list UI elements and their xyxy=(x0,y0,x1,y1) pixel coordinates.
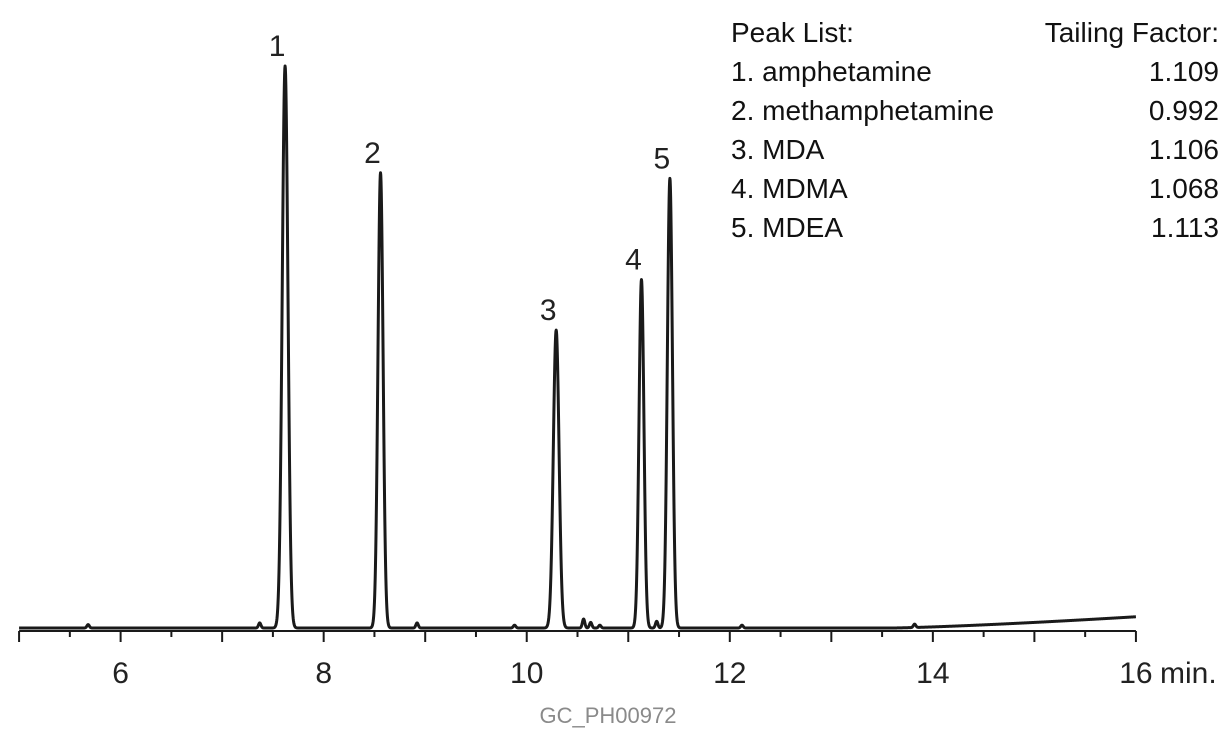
peak-label-5: 5 xyxy=(654,142,671,175)
legend-row-3-value: 1.106 xyxy=(1149,134,1219,165)
legend-row-4-value: 1.068 xyxy=(1149,173,1219,204)
legend-row-5-value: 1.113 xyxy=(1151,212,1219,243)
legend-row-1-name: 1. amphetamine xyxy=(731,56,932,87)
chromatogram-trace-layer xyxy=(17,64,1138,630)
x-axis: 6 8 10 12 14 16 min. xyxy=(18,630,1217,690)
legend-header-peak-list: Peak List: xyxy=(731,17,854,48)
x-tick-label: 6 xyxy=(112,657,129,690)
x-tick-label: 16 xyxy=(1119,657,1152,690)
peak-legend: Peak List: Tailing Factor: 1. amphetamin… xyxy=(731,17,1219,243)
legend-header-tailing-factor: Tailing Factor: xyxy=(1045,17,1219,48)
peak-label-4: 4 xyxy=(625,244,642,277)
legend-row-2-value: 0.992 xyxy=(1149,95,1219,126)
x-tick-label: 14 xyxy=(916,657,949,690)
x-axis-unit-label: min. xyxy=(1160,657,1217,690)
legend-row-2-name: 2. methamphetamine xyxy=(731,95,994,126)
peak-label-3: 3 xyxy=(540,294,557,327)
legend-row-4-name: 4. MDMA xyxy=(731,173,848,204)
x-tick-label: 8 xyxy=(315,657,332,690)
legend-row-1-value: 1.109 xyxy=(1149,56,1219,87)
legend-row-3-name: 3. MDA xyxy=(731,134,825,165)
x-tick-label: 12 xyxy=(713,657,746,690)
peak-label-1: 1 xyxy=(269,30,286,63)
chromatogram-id-code: GC_PH00972 xyxy=(540,703,677,728)
peak-label-2: 2 xyxy=(364,137,381,170)
chromatogram-trace xyxy=(17,64,1138,630)
x-tick-label: 10 xyxy=(510,657,543,690)
legend-row-5-name: 5. MDEA xyxy=(731,212,843,243)
peak-labels: 1 2 3 4 5 xyxy=(269,30,670,327)
